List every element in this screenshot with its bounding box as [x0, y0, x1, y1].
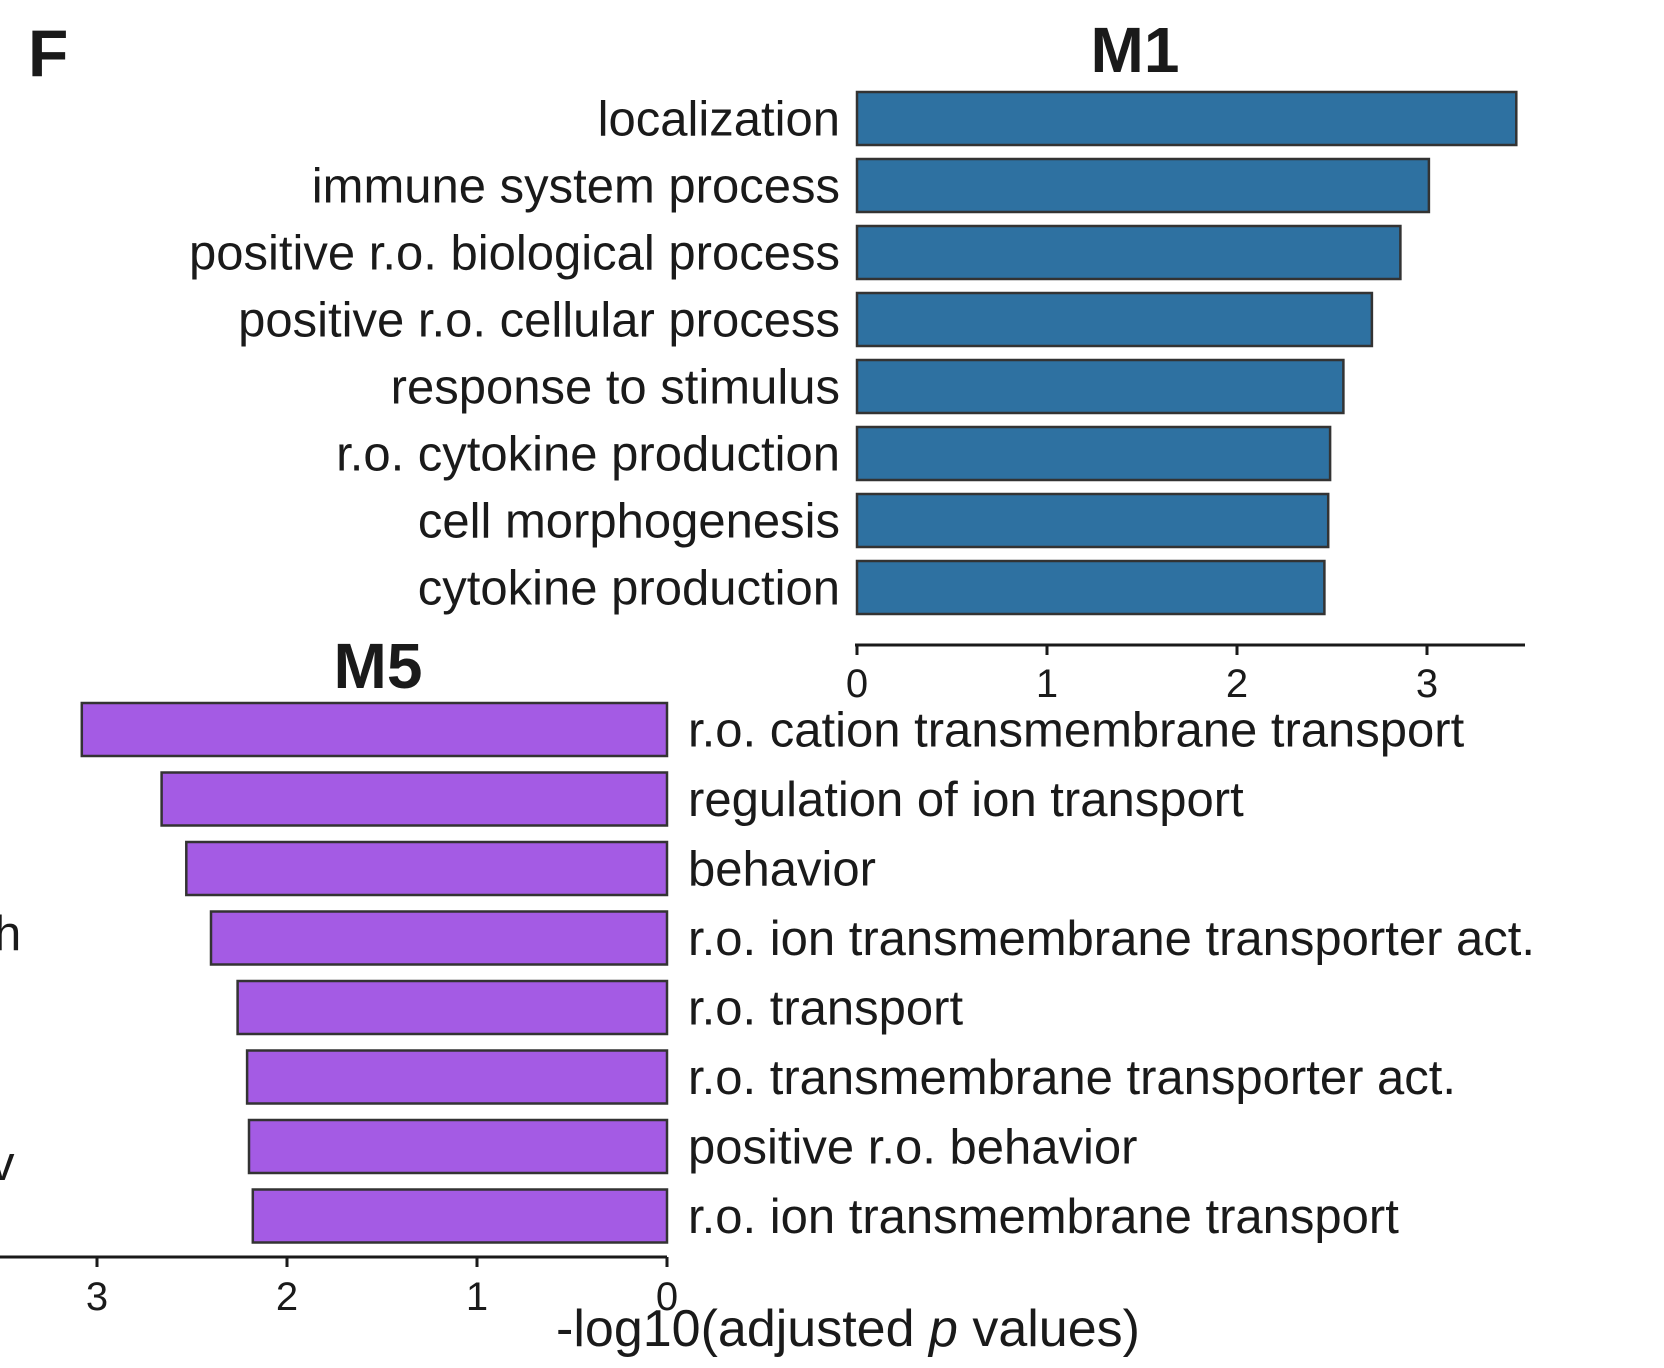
m1-bar-positive-r-o-biological-process: [855, 224, 1402, 281]
m5-bar-behavior: [185, 840, 669, 897]
m1-category-label-7: cell morphogenesis: [418, 495, 840, 549]
cropped-left-glyph-1: h: [0, 907, 21, 961]
m1-category-label-3: positive r.o. biological process: [189, 227, 840, 281]
m1-bar-immune-system-process: [855, 157, 1431, 214]
m5-bar-r-o-ion-transmembrane-transport: [251, 1188, 669, 1244]
m5-x-tick-label-1: 1: [466, 1275, 488, 1319]
m5-bar-r-o-ion-transmembrane-transporter-act: [209, 910, 669, 966]
cropped-left-glyph-2: v: [0, 1137, 15, 1191]
m1-bar-cell-morphogenesis: [855, 492, 1330, 549]
m1-chart-title: M1: [1091, 14, 1180, 86]
m1-category-label-1: localization: [598, 93, 840, 147]
m5-x-tick-label-3: 3: [86, 1275, 108, 1319]
m1-category-label-5: response to stimulus: [391, 361, 840, 415]
m5-bar-r-o-cation-transmembrane-transport: [80, 701, 669, 758]
x-axis-title-italic: p: [927, 1300, 958, 1358]
m5-category-label-8: r.o. ion transmembrane transport: [688, 1190, 1399, 1244]
m5-category-label-5: r.o. transport: [688, 982, 963, 1036]
m1-category-label-6: r.o. cytokine production: [336, 428, 840, 482]
m5-category-label-7: positive r.o. behavior: [688, 1121, 1137, 1175]
m1-x-tick-label-1: 1: [1036, 662, 1058, 706]
m5-category-label-6: r.o. transmembrane transporter act.: [688, 1051, 1456, 1105]
m1-bar-r-o-cytokine-production: [855, 425, 1332, 482]
m5-x-tick-label-0: 0: [656, 1275, 678, 1319]
panel-label: F: [28, 16, 68, 90]
m5-chart-title: M5: [334, 630, 423, 702]
m5-category-label-4: r.o. ion transmembrane transporter act.: [688, 912, 1535, 966]
x-axis-title-prefix: -log10(adjusted: [556, 1300, 929, 1358]
m1-bar-response-to-stimulus: [855, 358, 1345, 415]
m1-x-tick-label-2: 2: [1226, 662, 1248, 706]
m1-category-label-2: immune system process: [312, 160, 840, 214]
m1-bar-cytokine-production: [855, 559, 1326, 616]
m5-bar-regulation-of-ion-transport: [160, 771, 669, 827]
m5-category-label-3: behavior: [688, 843, 876, 897]
m1-x-tick-label-3: 3: [1416, 662, 1438, 706]
m1-x-tick-label-0: 0: [846, 662, 868, 706]
m1-bar-positive-r-o-cellular-process: [855, 291, 1374, 348]
m1-bar-localization: [855, 90, 1518, 147]
m1-category-label-8: cytokine production: [418, 562, 840, 616]
m5-bar-chart: M5 r.o. cation transmembrane transport reg…: [0, 630, 1535, 1319]
m1-bar-chart: M1 localization immune system process posit…: [189, 14, 1525, 706]
x-axis-title-suffix: values): [958, 1300, 1140, 1358]
m5-bar-positive-r-o-behavior: [247, 1118, 669, 1175]
m5-bar-r-o-transport: [236, 979, 669, 1036]
x-axis-title: -log10(adjusted p values): [556, 1300, 1140, 1358]
m5-category-label-2: regulation of ion transport: [688, 773, 1244, 827]
m1-category-label-4: positive r.o. cellular process: [238, 294, 840, 348]
m5-x-tick-label-2: 2: [276, 1275, 298, 1319]
m5-category-label-1: r.o. cation transmembrane transport: [688, 704, 1465, 758]
m5-bar-r-o-transmembrane-transporter-act: [245, 1049, 669, 1105]
